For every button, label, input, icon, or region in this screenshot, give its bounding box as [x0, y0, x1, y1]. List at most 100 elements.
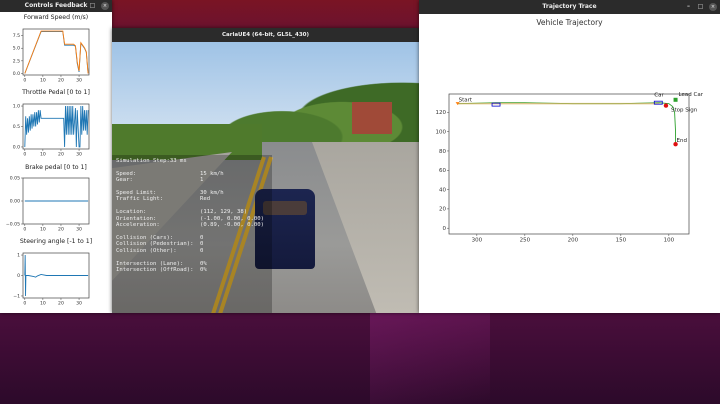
hud-label: Gear: — [116, 177, 133, 184]
carla-window: CarlaUE4 (64-bit, GL5L_430) Simulation S… — [112, 28, 419, 313]
y-tick-label: 1.0 — [13, 104, 20, 110]
chart-title: Vehicle Trajectory — [536, 18, 603, 27]
hud-label: Speed Limit: — [116, 189, 157, 196]
annotation-label: End — [677, 138, 687, 144]
y-tick-label: 20 — [439, 207, 446, 213]
x-tick-label: 10 — [40, 301, 46, 307]
controls-feedback-window: Controls Feedback – □ × Forward Speed (m… — [0, 0, 112, 313]
hud-row: Collision (Other): 0 — [116, 248, 268, 255]
desktop-background — [0, 313, 720, 404]
trajectory-trace-window: Trajectory Trace – □ × Vehicle Trajector… — [419, 0, 720, 313]
vehicle-box — [491, 102, 501, 107]
maximize-icon[interactable]: □ — [697, 3, 704, 10]
marker-point — [663, 103, 669, 108]
hud-row: Acceleration: (0.89, -0.00, 0.00) — [116, 222, 268, 229]
chart-title: Steering angle [-1 to 1] — [19, 238, 93, 245]
y-tick-label: 0.00 — [10, 199, 20, 205]
hud-value: 0% — [200, 267, 207, 274]
y-tick-label: 0.0 — [13, 71, 20, 77]
y-tick-label: −1 — [13, 293, 20, 299]
annotation-label: Car — [654, 93, 664, 99]
y-tick-label: 0 — [17, 273, 20, 279]
hud-value: 30 km/h — [200, 189, 224, 196]
x-tick-label: 0 — [23, 227, 26, 233]
y-tick-label: 120 — [436, 110, 447, 116]
hud-row: Collision (Cars): 0 — [116, 235, 268, 242]
hud-value: 33 ms — [169, 158, 187, 164]
vehicle-box — [653, 100, 663, 105]
hud-label: Traffic Light: — [116, 196, 164, 203]
hud-label: Collision (Pedestrian): — [116, 241, 194, 248]
hud-value: 0% — [200, 260, 207, 267]
hud-value: Red — [200, 196, 211, 203]
hud-value: (0.89, -0.00, 0.00) — [200, 222, 264, 229]
y-tick-label: 40 — [439, 187, 446, 193]
hud-row: Orientation: (-1.00, 0.00, 0.00) — [116, 216, 268, 223]
x-tick-label: 200 — [568, 238, 579, 244]
hud-row: Collision (Pedestrian): 0 — [116, 241, 268, 248]
x-tick-label: 20 — [58, 227, 64, 233]
close-icon[interactable]: × — [709, 3, 717, 11]
x-tick-label: 20 — [58, 78, 64, 84]
x-tick-label: 30 — [76, 227, 82, 233]
grass — [112, 124, 262, 160]
y-tick-label: 80 — [439, 149, 446, 155]
window-title: Controls Feedback — [24, 2, 88, 9]
y-tick-label: 60 — [439, 168, 446, 174]
hud-value: 0 — [200, 241, 204, 248]
series-line — [24, 106, 89, 148]
x-tick-label: 10 — [40, 78, 46, 84]
x-tick-label: 10 — [40, 227, 46, 233]
hud-row: Location: (112, 129, 38) — [116, 209, 268, 216]
controls-charts: 0 10 20 300.02.55.07.50 10 20 300.00.51.00 10 20… — [6, 28, 90, 307]
x-tick-label: 10 — [40, 152, 46, 158]
maximize-icon[interactable]: □ — [89, 2, 96, 9]
y-tick-label: 100 — [436, 129, 447, 135]
ego-vehicle — [255, 189, 315, 269]
x-tick-label: 0 — [23, 301, 26, 307]
hud-label: Location: — [116, 208, 147, 215]
hud-value: 0 — [200, 247, 204, 254]
series-line — [24, 30, 89, 74]
hud-label: Orientation: — [116, 215, 157, 222]
hud-row: Intersection (OffRoad): 0% — [116, 267, 268, 274]
close-icon[interactable]: × — [101, 2, 109, 10]
hud-row: Speed: 15 km/h — [116, 171, 268, 178]
x-tick-label: 30 — [76, 301, 82, 307]
building — [352, 102, 392, 134]
hud-value: (112, 129, 38) — [200, 208, 248, 215]
trajectory-chart: 300 250 200 150 100 0 20 40 60 80 100 120 Start Car St… — [436, 92, 704, 244]
trajectory-titlebar[interactable]: Trajectory Trace – □ × — [419, 0, 720, 14]
plot-frame — [22, 28, 90, 76]
minimize-icon[interactable]: – — [79, 2, 82, 9]
hud-overlay: Simulation Step: 33 ms Speed: 15 km/h Gear… — [112, 155, 272, 313]
x-tick-label: 300 — [472, 238, 483, 244]
x-tick-label: 20 — [58, 301, 64, 307]
x-tick-label: 150 — [616, 238, 627, 244]
hud-label: Speed: — [116, 170, 137, 177]
marker-square — [673, 97, 678, 102]
chart-title: Forward Speed (m/s) — [23, 14, 89, 21]
plot-frame — [448, 93, 690, 235]
y-tick-label: 2.5 — [13, 58, 20, 64]
hud-label: Intersection (OffRoad): — [116, 267, 194, 274]
hud-label: Collision (Other): — [116, 247, 177, 254]
hud-label: Collision (Cars): — [116, 234, 174, 241]
annotation-label: Start — [459, 98, 473, 104]
simulation-view[interactable]: Simulation Step: 33 ms Speed: 15 km/h Gear… — [112, 42, 419, 313]
hud-row: Intersection (Lane): 0% — [116, 261, 268, 268]
x-tick-label: 30 — [76, 78, 82, 84]
hud-value: 15 km/h — [200, 170, 224, 177]
series-line — [457, 102, 677, 145]
hud-row: Traffic Light: Red — [116, 196, 268, 203]
window-title: Trajectory Trace — [542, 3, 597, 10]
y-tick-label: −0.05 — [6, 222, 20, 228]
y-tick-label: 0.5 — [13, 124, 20, 130]
y-tick-label: 0 — [443, 226, 447, 232]
hud-label: Simulation Step: — [116, 158, 170, 164]
y-tick-label: 7.5 — [13, 33, 20, 39]
chart-title: Brake pedal [0 to 1] — [25, 164, 87, 171]
carla-titlebar[interactable]: CarlaUE4 (64-bit, GL5L_430) — [112, 28, 419, 42]
minimize-icon[interactable]: – — [687, 3, 690, 10]
controls-titlebar[interactable]: Controls Feedback – □ × — [0, 0, 112, 12]
